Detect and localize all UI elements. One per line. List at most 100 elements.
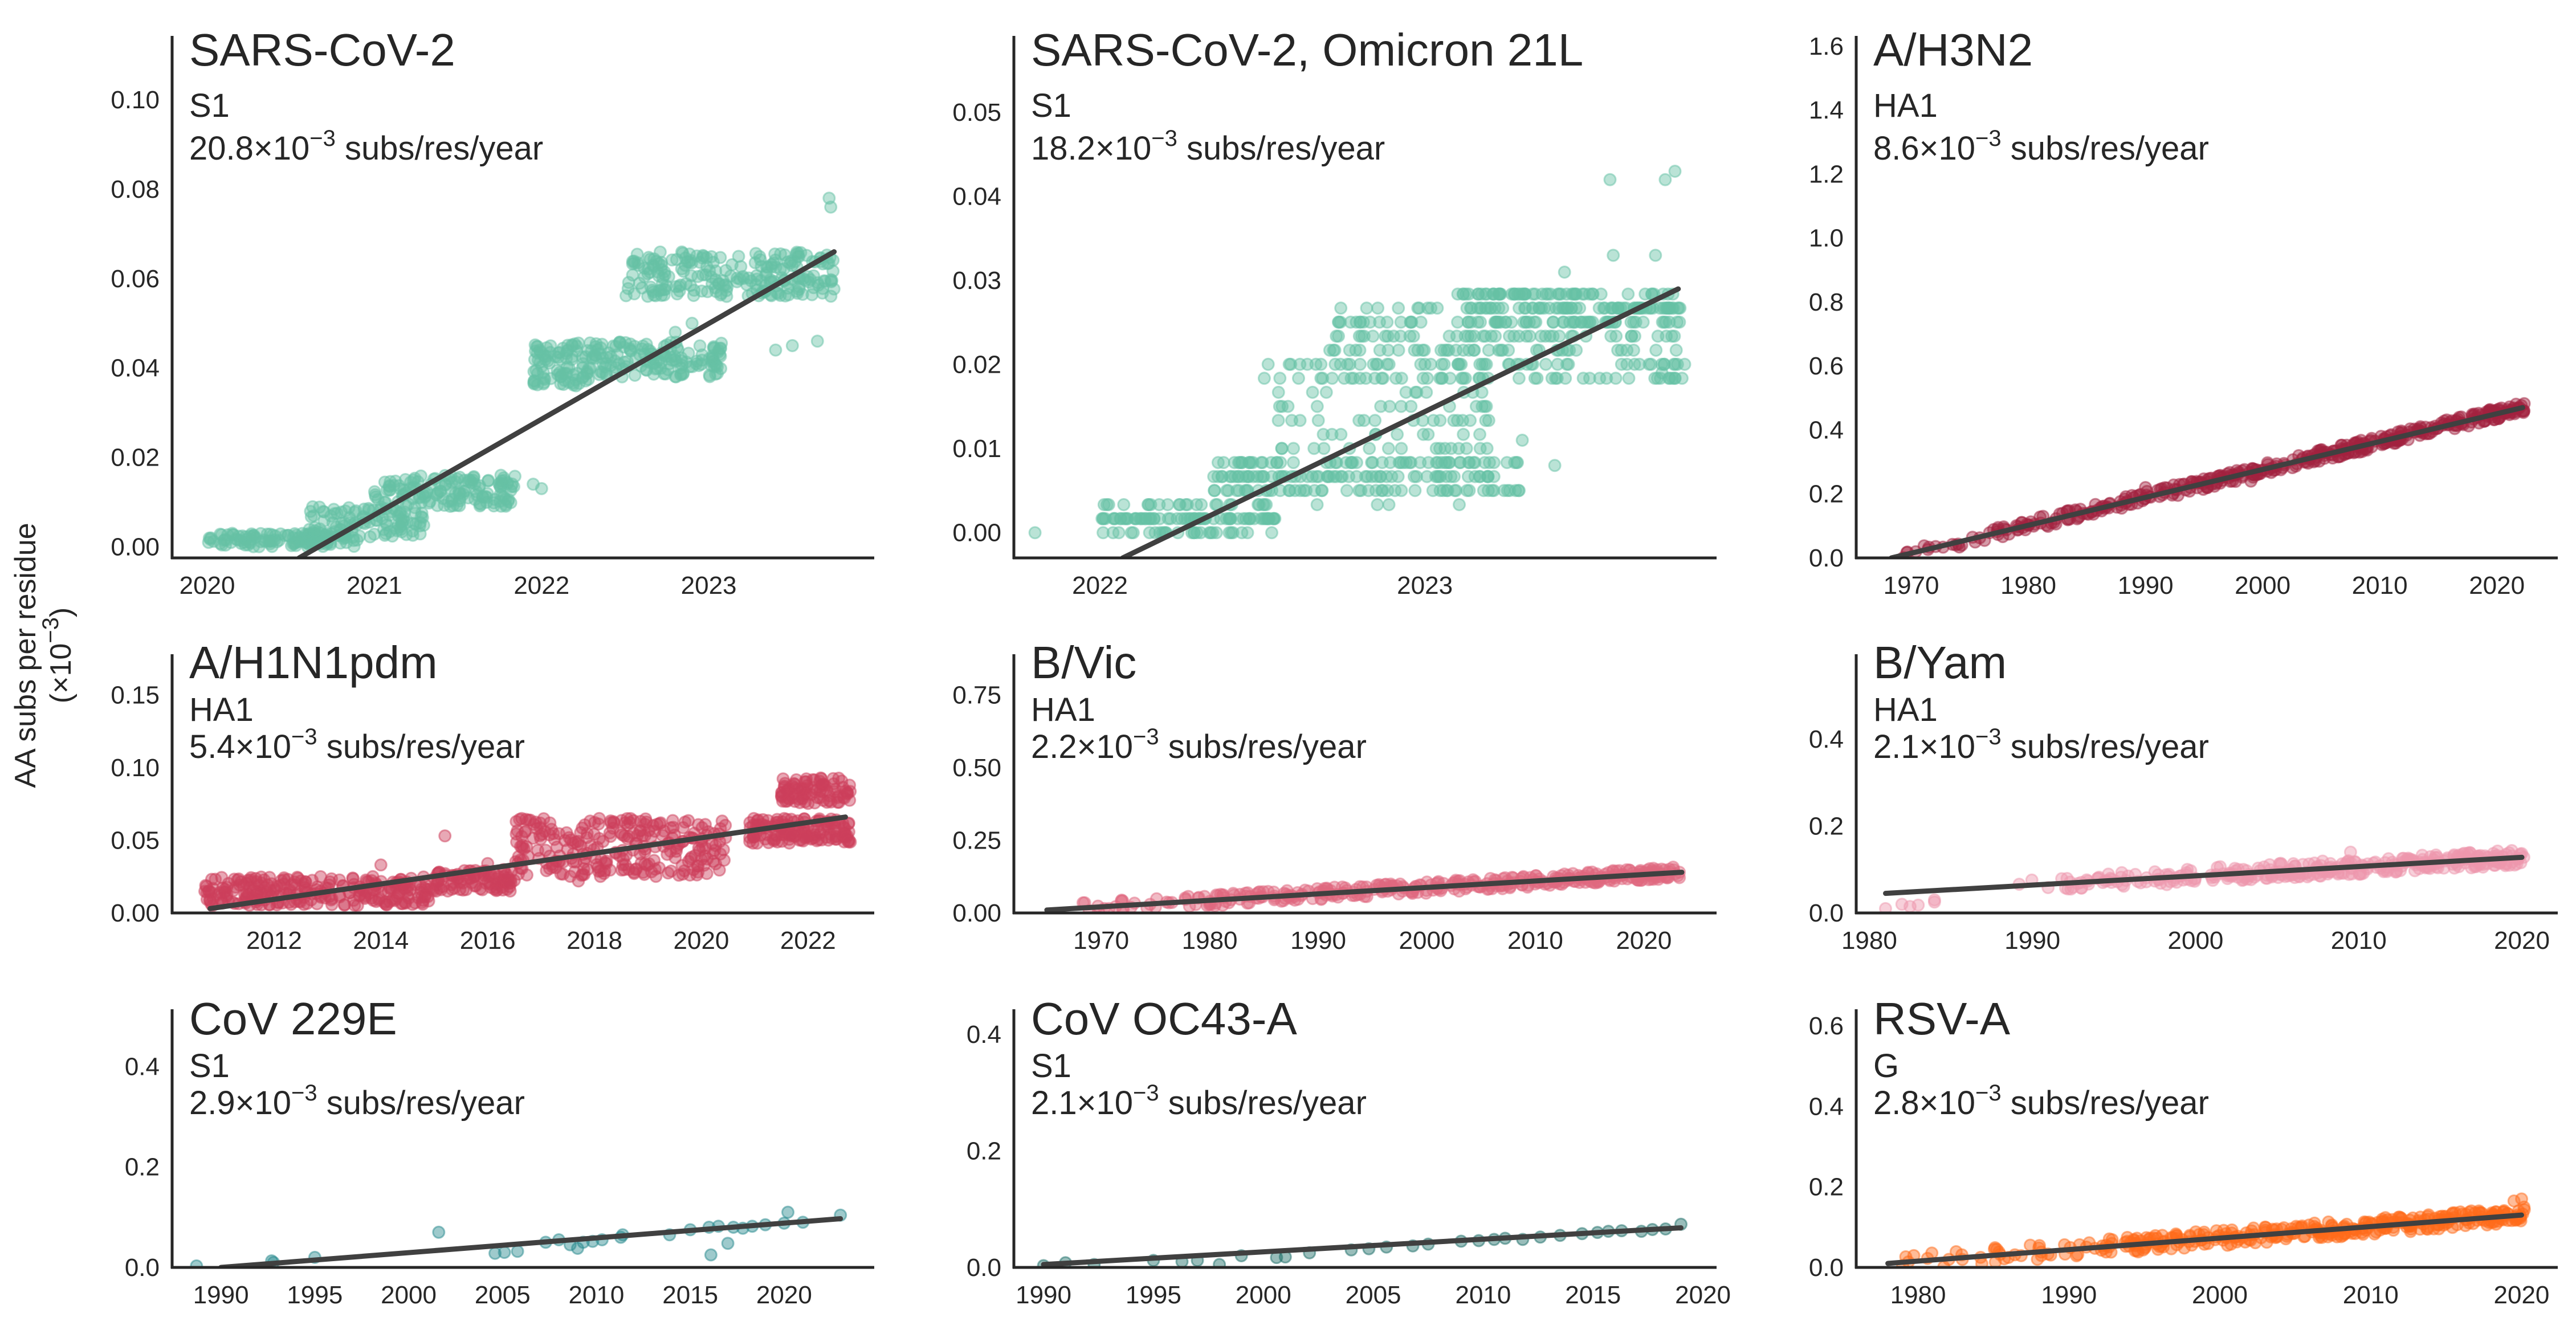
data-point xyxy=(676,821,690,834)
data-point xyxy=(1673,315,1686,329)
y-tick-label: 0.50 xyxy=(952,754,1001,782)
rate-mantissa: 20.8×10 xyxy=(189,130,309,167)
data-point xyxy=(704,1248,718,1262)
data-point xyxy=(543,356,556,370)
data-point xyxy=(462,491,475,505)
regression-line xyxy=(1120,286,1681,558)
data-point xyxy=(672,869,686,882)
panel-9: 0.0 0.2 0.4 0.6 1980 1990 2000 2010 2020 RSV-AG2.… xyxy=(1809,993,2558,1309)
data-point xyxy=(616,858,630,872)
data-point xyxy=(1334,357,1347,371)
data-point xyxy=(1107,512,1121,525)
data-point xyxy=(1609,329,1623,343)
data-point xyxy=(1471,315,1485,329)
data-point xyxy=(1628,329,1641,343)
data-point xyxy=(1461,329,1475,343)
rate-unit: subs/res/year xyxy=(1159,728,1367,765)
data-point xyxy=(533,356,547,369)
scatter-points xyxy=(1896,1192,2531,1267)
x-tick-label: 2020 xyxy=(180,572,235,600)
data-point xyxy=(1392,344,1405,357)
rate-mantissa: 2.1×10 xyxy=(1031,1084,1133,1122)
data-point xyxy=(493,495,507,508)
data-point xyxy=(1231,470,1245,483)
data-point xyxy=(1404,399,1418,413)
data-point xyxy=(672,284,686,297)
x-tick-label: 2000 xyxy=(1399,927,1455,955)
data-point xyxy=(1437,344,1451,357)
y-axis-label-exponent: −3 xyxy=(38,617,63,643)
rate-exponent: −3 xyxy=(1133,724,1159,749)
data-point xyxy=(1190,526,1204,540)
data-point xyxy=(347,540,361,553)
data-point xyxy=(1134,512,1148,525)
panel-title: SARS-CoV-2 xyxy=(189,25,455,75)
data-point xyxy=(568,337,581,350)
panel-rate-label: 5.4×10−3 subs/res/year xyxy=(189,724,525,765)
rate-exponent: −3 xyxy=(291,1080,317,1106)
data-point xyxy=(1328,344,1342,357)
data-point xyxy=(543,816,557,830)
scatter-points xyxy=(1028,165,1691,540)
y-tick-label: 0.04 xyxy=(952,183,1001,211)
data-point xyxy=(347,894,360,907)
panel-title: B/Yam xyxy=(1873,637,2007,688)
data-point xyxy=(294,874,308,888)
data-point xyxy=(1354,315,1367,329)
panel-subtitle: HA1 xyxy=(1873,87,1938,124)
data-point xyxy=(1539,329,1552,343)
data-point xyxy=(1334,427,1348,441)
data-point xyxy=(1495,344,1509,357)
data-point xyxy=(650,255,663,268)
data-point xyxy=(1511,456,1525,470)
y-tick-label: 0.10 xyxy=(111,86,160,114)
data-point xyxy=(1363,442,1376,455)
data-point xyxy=(1381,344,1395,357)
data-point xyxy=(1473,427,1486,441)
data-point xyxy=(598,856,612,870)
data-point xyxy=(268,882,282,896)
data-point xyxy=(2463,846,2476,859)
y-tick-label: 0.0 xyxy=(1809,544,1844,572)
rate-mantissa: 8.6×10 xyxy=(1873,130,1975,167)
panel-subtitle: HA1 xyxy=(1873,691,1938,728)
data-point xyxy=(2393,1210,2406,1224)
data-point xyxy=(1605,301,1619,315)
data-point xyxy=(685,316,699,330)
panel-title: A/H1N1pdm xyxy=(189,637,438,688)
panel-8: 0.0 0.2 0.4 1990 1995 2000 2005 2010 2015 2020 CoV… xyxy=(967,993,1731,1309)
data-point xyxy=(766,832,780,846)
data-point xyxy=(1392,301,1405,315)
data-point xyxy=(1369,357,1383,371)
data-point xyxy=(676,366,690,380)
data-point xyxy=(204,531,218,545)
data-point xyxy=(1265,526,1278,540)
data-point xyxy=(1448,484,1461,498)
data-point xyxy=(654,361,667,375)
data-point xyxy=(1414,357,1428,371)
data-point xyxy=(537,376,551,389)
y-tick-label: 0.0 xyxy=(967,1254,1001,1282)
data-point xyxy=(596,366,609,380)
data-point xyxy=(1252,498,1266,511)
data-point xyxy=(1317,442,1331,455)
data-point xyxy=(1350,456,1363,470)
data-point xyxy=(1352,414,1366,427)
data-point xyxy=(1373,315,1387,329)
data-point xyxy=(714,362,728,376)
data-point xyxy=(444,482,458,496)
y-axis-label-prefix: (×10 xyxy=(44,643,78,704)
data-point xyxy=(1354,357,1367,371)
data-point xyxy=(1655,366,1669,380)
rate-exponent: −3 xyxy=(1975,1080,2002,1106)
data-point xyxy=(1627,315,1640,329)
data-point xyxy=(1658,173,1672,186)
data-point xyxy=(810,335,824,348)
x-tick-label: 1995 xyxy=(1126,1281,1181,1309)
data-point xyxy=(1482,414,1495,427)
data-point xyxy=(1548,459,1562,472)
data-point xyxy=(832,789,845,803)
y-tick-label: 0.2 xyxy=(125,1153,160,1181)
data-point xyxy=(346,872,360,886)
data-point xyxy=(597,867,611,880)
